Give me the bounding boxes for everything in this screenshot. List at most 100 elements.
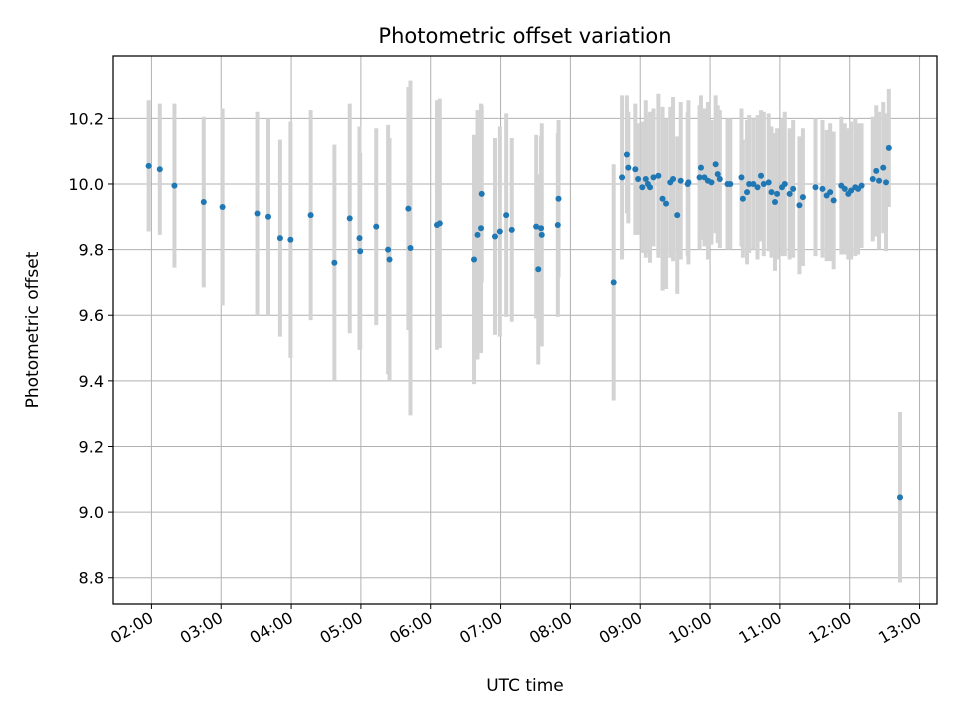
y-tick-label: 9.0 (79, 503, 104, 522)
data-point (876, 177, 883, 184)
data-point (254, 210, 261, 217)
data-point (812, 184, 819, 191)
data-point (799, 194, 806, 201)
data-point (774, 190, 781, 197)
data-point (744, 189, 751, 196)
data-point (554, 221, 561, 228)
data-point (819, 185, 826, 192)
data-point (373, 223, 380, 230)
data-point (869, 176, 876, 183)
y-tick-label: 9.2 (79, 437, 104, 456)
data-point (156, 166, 163, 173)
data-point (357, 248, 364, 255)
data-point (830, 197, 837, 204)
y-tick-label: 9.6 (79, 306, 104, 325)
data-point (848, 187, 855, 194)
data-point (625, 164, 632, 171)
data-point (287, 236, 294, 243)
chart-title: Photometric offset variation (378, 24, 671, 48)
y-tick-label: 9.8 (79, 241, 104, 260)
plot-frame (112, 55, 938, 605)
data-point (696, 174, 703, 181)
data-point (219, 203, 226, 210)
data-point (471, 256, 478, 263)
data-point (405, 205, 412, 212)
data-point (555, 195, 562, 202)
data-point (708, 179, 715, 186)
data-point (827, 189, 834, 196)
data-point (508, 226, 515, 233)
data-point (386, 256, 393, 263)
data-point (491, 233, 498, 240)
data-point (670, 176, 677, 183)
data-point (750, 180, 757, 187)
data-point (478, 225, 485, 232)
data-point (727, 180, 734, 187)
data-point (677, 177, 684, 184)
data-point (385, 246, 392, 253)
data-point (623, 151, 630, 158)
data-point (171, 182, 178, 189)
y-tick-label: 10.0 (68, 175, 104, 194)
data-point (765, 179, 772, 186)
data-point (697, 164, 704, 171)
data-point (200, 199, 207, 206)
data-point (632, 166, 639, 173)
data-point (880, 164, 887, 171)
data-point (873, 167, 880, 174)
data-point (331, 259, 338, 266)
data-point (474, 231, 481, 238)
data-point (265, 213, 272, 220)
data-point (478, 190, 485, 197)
data-point (674, 212, 681, 219)
data-point (712, 161, 719, 168)
data-point (642, 176, 649, 183)
data-point (533, 223, 540, 230)
data-point (883, 179, 890, 186)
data-point (858, 182, 865, 189)
data-point (503, 212, 510, 219)
data-point (841, 185, 848, 192)
data-point (610, 279, 617, 286)
data-point (739, 195, 746, 202)
data-point (307, 212, 314, 219)
data-point (276, 235, 283, 242)
data-point (781, 180, 788, 187)
data-point (754, 184, 761, 191)
data-point (685, 179, 692, 186)
data-point (790, 185, 797, 192)
data-point (538, 231, 545, 238)
data-point (716, 176, 723, 183)
y-tick-label: 9.4 (79, 372, 104, 391)
data-point (796, 202, 803, 209)
data-point (760, 180, 767, 187)
y-tick-label: 10.2 (68, 109, 104, 128)
data-point (746, 180, 753, 187)
data-point (535, 266, 542, 273)
data-point (738, 174, 745, 181)
data-point (714, 171, 721, 178)
data-point (655, 172, 662, 179)
data-point (496, 228, 503, 235)
data-point (346, 215, 353, 222)
y-tick-label: 8.8 (79, 569, 104, 588)
y-axis-label: Photometric offset (23, 251, 43, 408)
data-point (771, 199, 778, 206)
data-point (639, 184, 646, 191)
data-point (145, 162, 152, 169)
data-point (407, 244, 414, 251)
data-point (356, 235, 363, 242)
data-point (650, 174, 657, 181)
data-point (885, 144, 892, 151)
data-point (758, 172, 765, 179)
data-point (659, 195, 666, 202)
data-point (538, 225, 545, 232)
data-point (896, 494, 903, 501)
data-point (619, 174, 626, 181)
x-axis-label: UTC time (486, 676, 564, 696)
data-points (145, 144, 903, 501)
data-point (786, 190, 793, 197)
data-point (768, 189, 775, 196)
data-point (646, 184, 653, 191)
